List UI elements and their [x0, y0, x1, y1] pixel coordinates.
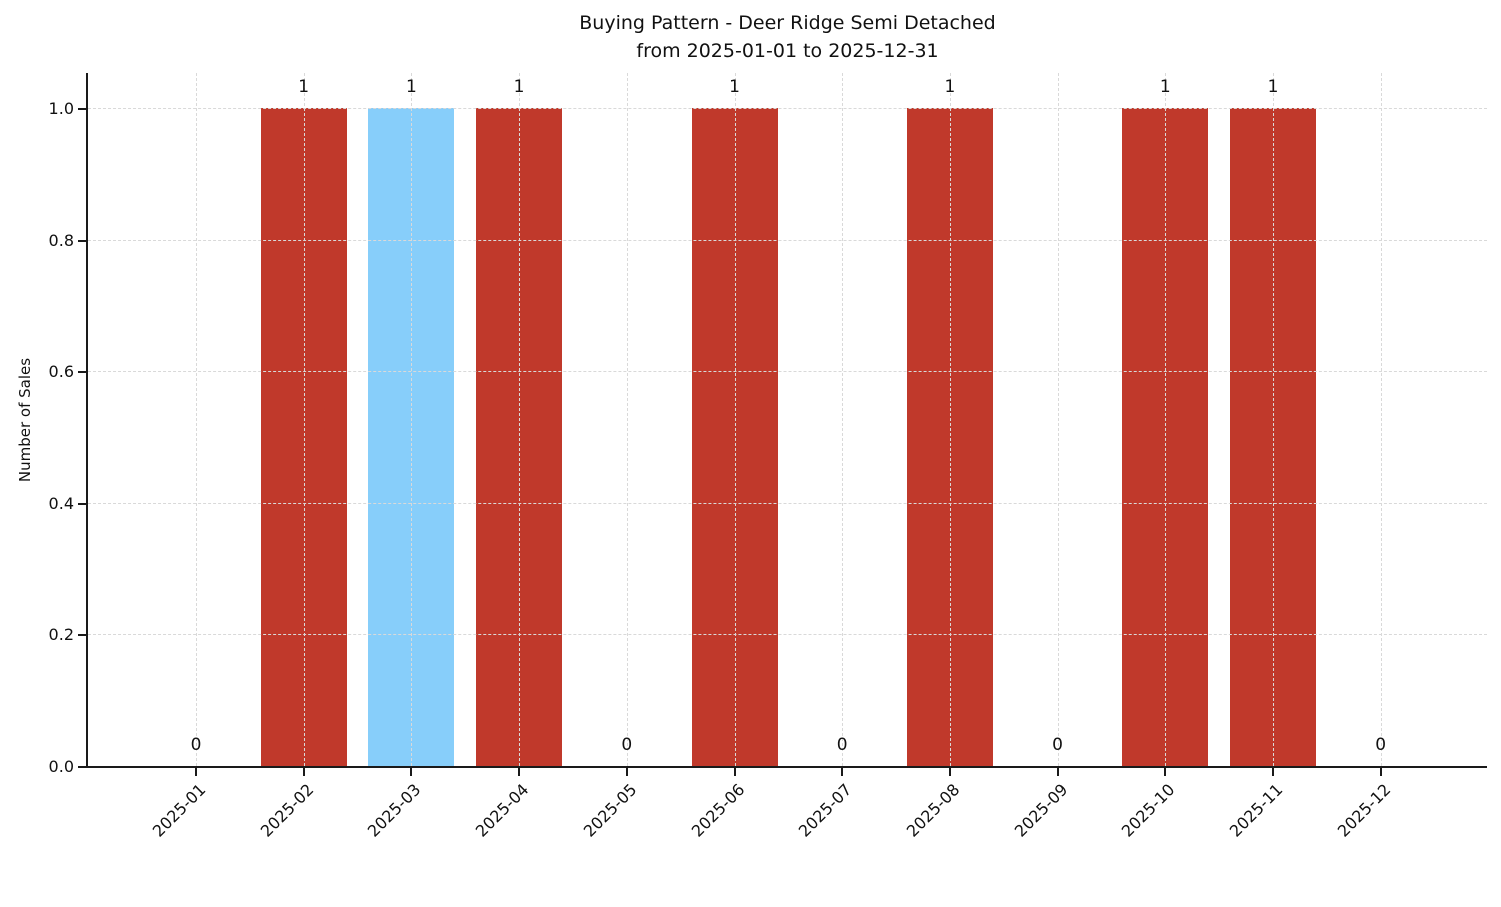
grid-line-vertical: [1380, 73, 1382, 766]
y-tick-label: 0.8: [48, 230, 74, 250]
x-tick-label: 2025-04: [471, 780, 533, 841]
y-tick-label: 0.4: [48, 493, 74, 513]
bar-value-label: 0: [190, 735, 202, 755]
x-tick: [1056, 768, 1059, 776]
y-tick-label: 0.2: [48, 625, 74, 645]
grid-line-vertical: [734, 73, 736, 766]
grid-line-horizontal: [88, 502, 1487, 504]
x-tick-label: 2025-02: [256, 780, 318, 841]
bar-value-label: 0: [621, 735, 633, 755]
x-tick: [948, 768, 951, 776]
y-tick: [78, 502, 86, 505]
y-tick-label: 0.6: [48, 362, 74, 382]
bar-value-label: 0: [1052, 735, 1063, 755]
chart-title: Buying Pattern - Deer Ridge Semi Detache…: [88, 9, 1487, 65]
x-tick: [1272, 768, 1274, 776]
grid-line-vertical: [626, 73, 628, 766]
y-tick-label: 1.0: [48, 99, 74, 118]
x-tick-label: 2025-09: [1010, 780, 1072, 841]
x-tick: [302, 768, 305, 776]
bar-value-label: 1: [513, 77, 525, 97]
grid-line-vertical: [842, 73, 844, 766]
x-tick-label: 2025-11: [1225, 780, 1287, 841]
y-tick-label: 0.0: [48, 757, 74, 776]
bar-chart-figure: Buying Pattern - Deer Ridge Semi Detache…: [16, 9, 1487, 841]
bar-value-label: 1: [298, 77, 310, 97]
x-tick-label: 2025-12: [1333, 780, 1395, 841]
x-tick: [625, 768, 628, 776]
bar-value-label: 1: [944, 77, 956, 97]
x-tick-label: 2025-05: [579, 780, 641, 841]
chart-title-line-2: from 2025-01-01 to 2025-12-31: [636, 40, 939, 62]
x-tick: [410, 768, 413, 776]
x-tick: [195, 768, 197, 776]
grid-line-vertical: [411, 73, 413, 766]
y-tick: [78, 371, 86, 374]
grid-line-vertical: [949, 73, 951, 766]
x-tick: [1379, 768, 1382, 776]
y-tick: [78, 766, 86, 768]
x-tick-label: 2025-08: [902, 780, 964, 841]
grid-line-vertical: [519, 73, 521, 766]
x-tick-label: 2025-01: [148, 780, 210, 841]
x-axis-spine: [86, 766, 1487, 768]
y-tick: [78, 239, 86, 242]
bar-value-label: 1: [729, 77, 740, 97]
y-tick: [78, 108, 86, 110]
grid-line-horizontal: [88, 371, 1487, 373]
bar-value-label: 1: [1267, 77, 1279, 97]
x-tick: [1164, 768, 1167, 776]
grid-line-vertical: [1273, 73, 1274, 766]
bar-value-label: 0: [1375, 735, 1387, 755]
chart-title-line-1: Buying Pattern - Deer Ridge Semi Detache…: [579, 12, 996, 34]
grid-line-horizontal: [88, 239, 1487, 241]
grid-line-vertical: [1057, 73, 1059, 766]
x-tick-label: 2025-10: [1118, 780, 1179, 841]
y-tick: [78, 634, 86, 637]
bar-value-label: 1: [405, 77, 417, 97]
x-tick-label: 2025-03: [364, 780, 425, 841]
grid-line-vertical: [1165, 73, 1167, 766]
x-tick: [518, 768, 521, 776]
bar-value-label: 1: [1159, 77, 1171, 97]
x-tick-label: 2025-07: [794, 780, 856, 841]
x-tick: [733, 768, 736, 776]
bar-value-label: 0: [836, 735, 848, 755]
grid-line-horizontal: [88, 108, 1487, 109]
grid-line-horizontal: [88, 634, 1487, 636]
grid-line-vertical: [196, 73, 197, 766]
grid-line-vertical: [303, 73, 305, 766]
x-tick: [841, 768, 844, 776]
x-tick-label: 2025-06: [687, 780, 748, 841]
y-axis-spine: [86, 73, 88, 768]
